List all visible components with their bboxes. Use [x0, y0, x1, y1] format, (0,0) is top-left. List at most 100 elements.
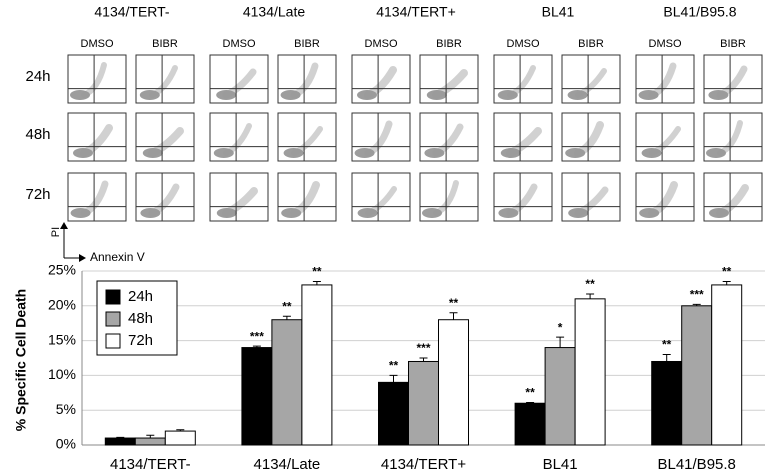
cell-population — [641, 148, 662, 158]
cell-smear — [148, 183, 180, 217]
cell-population — [422, 208, 442, 218]
cell-smear — [290, 62, 319, 99]
y-tick-label: 20% — [48, 297, 76, 313]
bar — [438, 319, 469, 446]
treatment-label: DMSO — [649, 38, 682, 50]
cell-population — [139, 90, 160, 100]
y-tick-label: 10% — [48, 366, 76, 382]
x-tick-label: 4134/TERT- — [110, 456, 191, 473]
cell-smear — [222, 187, 258, 217]
error-bar — [176, 429, 185, 432]
bar — [544, 347, 576, 446]
y-tick-label: 5% — [56, 401, 76, 417]
cell-population — [280, 90, 301, 100]
cell-population — [567, 90, 588, 100]
treatment-label: DMSO — [365, 38, 398, 50]
cell-smear — [716, 65, 748, 99]
treatment-label: DMSO — [507, 38, 540, 50]
cell-population — [142, 148, 163, 158]
cell-smear — [81, 62, 107, 98]
bar — [514, 402, 546, 446]
legend-swatch — [105, 289, 121, 305]
error-bar — [722, 280, 731, 285]
cell-population — [70, 90, 90, 100]
cell-population — [70, 208, 91, 218]
legend-swatch — [105, 333, 121, 349]
cell-smear — [716, 184, 749, 217]
cell-population — [140, 208, 161, 218]
cell-population — [281, 208, 302, 218]
cell-smear — [432, 123, 464, 157]
cell-smear — [149, 65, 178, 98]
cell-population — [500, 148, 521, 158]
cell-smear — [148, 127, 184, 157]
cell-population — [638, 90, 659, 100]
cell-population — [424, 148, 445, 158]
treatment-label: DMSO — [223, 38, 256, 50]
cell-population — [357, 90, 377, 100]
cell-smear — [574, 121, 604, 157]
significance: ** — [662, 338, 672, 352]
group-header: BL41/B95.8 — [663, 4, 736, 20]
error-bar — [252, 345, 261, 348]
significance: ** — [525, 386, 535, 400]
bar — [241, 347, 273, 446]
cell-smear — [648, 62, 677, 99]
cell-smear — [80, 124, 113, 157]
treatment-label: BIBR — [294, 38, 320, 50]
bar — [408, 360, 439, 446]
cell-smear — [364, 66, 397, 99]
error-bar — [526, 402, 535, 404]
cell-smear — [432, 69, 468, 99]
bar — [134, 437, 166, 446]
flow-panel — [67, 54, 127, 104]
y-tick-label: 0% — [56, 436, 76, 452]
group-header: 4134/Late — [243, 4, 305, 20]
cell-smear — [506, 127, 542, 157]
significance: ** — [449, 296, 459, 310]
time-label: 48h — [25, 126, 50, 143]
cell-population — [497, 90, 518, 100]
x-tick-label: 4134/Late — [254, 456, 321, 473]
cell-population — [639, 208, 660, 218]
group-header: BL41 — [542, 4, 575, 20]
error-bar — [282, 315, 291, 320]
error-bar — [662, 354, 671, 362]
error-bar — [449, 312, 458, 320]
error-bar — [389, 374, 398, 383]
cell-population — [283, 148, 304, 158]
treatment-label: BIBR — [720, 38, 746, 50]
bar — [378, 381, 409, 446]
flow-panel — [277, 172, 337, 222]
arrow-head — [79, 254, 86, 262]
cell-smear — [223, 123, 252, 156]
significance: ** — [585, 277, 595, 291]
error-bar — [556, 336, 565, 348]
arrow-head — [60, 222, 68, 229]
cell-population — [568, 208, 589, 218]
cell-population — [709, 208, 729, 218]
cell-smear — [291, 126, 323, 156]
cell-smear — [222, 68, 257, 99]
treatment-label: BIBR — [578, 38, 604, 50]
error-bar — [146, 434, 155, 439]
cell-population — [357, 208, 378, 218]
legend-swatch — [105, 311, 121, 327]
cell-population — [354, 148, 375, 158]
cell-smear — [290, 181, 320, 217]
x-tick-label: BL41 — [543, 456, 578, 473]
cell-smear — [717, 120, 743, 156]
error-bar — [586, 293, 595, 299]
cell-smear — [364, 120, 393, 157]
cell-population — [216, 90, 237, 100]
legend-label: 24h — [128, 288, 153, 305]
cell-smear — [649, 126, 681, 156]
cell-smear — [507, 65, 536, 98]
treatment-label: BIBR — [436, 38, 462, 50]
error-bar — [692, 303, 701, 306]
bar — [711, 284, 743, 446]
treatment-label: BIBR — [152, 38, 178, 50]
y-axis-label: % Specific Cell Death — [13, 289, 29, 431]
significance: *** — [690, 288, 704, 302]
cell-smear — [506, 183, 538, 217]
